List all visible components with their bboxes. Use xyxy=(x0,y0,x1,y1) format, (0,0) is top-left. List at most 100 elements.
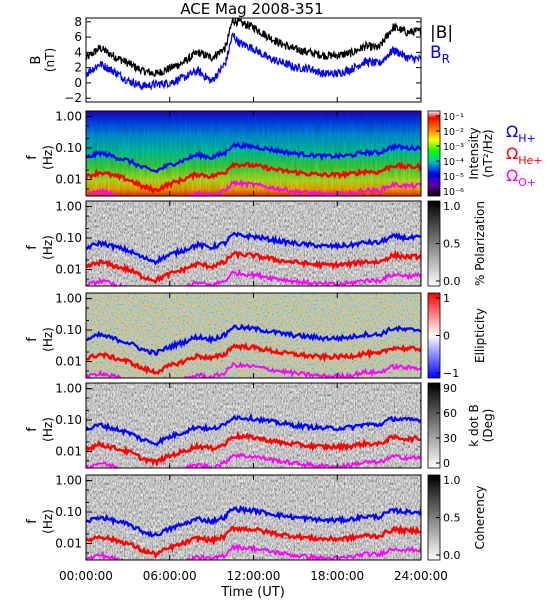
x-tick-label: 18:00:00 xyxy=(310,569,364,583)
panel-power-spectrum: 1.00 0.10 0.01 f (Hz) 10⁻¹ 10⁻² 10⁻³ 10⁻⁴ 10⁻⁵ 10⁻… xyxy=(25,110,495,198)
x-tick-label: 24:00:00 xyxy=(394,569,448,583)
colorbar-tick-label: −1 xyxy=(443,367,459,380)
colorbar-tick-label: 10⁻⁴ xyxy=(443,157,464,168)
colorbar-tick-label: 1.0 xyxy=(443,200,461,213)
colorbar-tick-label: 0 xyxy=(443,457,450,470)
colorbar-tick-label: 30 xyxy=(443,432,457,445)
colorbar-tick-label: 10⁻⁶ xyxy=(443,187,464,198)
x-tick-label: 00:00:00 xyxy=(59,569,113,583)
colorbar-label: k dot B xyxy=(467,404,481,446)
panel-polarization: 1.00 0.10 0.01 f (Hz) 1.0 0.5 0.0 % Polarization xyxy=(25,200,487,288)
gyrofrequency-h-plus-line xyxy=(86,323,421,356)
gyrofrequency-h-plus-line xyxy=(86,504,421,538)
y-axis-unit: (Hz) xyxy=(41,509,55,534)
y-tick-label: 1.00 xyxy=(55,382,82,396)
colorbar-tick-label: 10⁻⁵ xyxy=(443,172,464,183)
colorbar-tick-label: 10⁻¹ xyxy=(443,112,464,123)
x-tick-label: 12:00:00 xyxy=(227,569,281,583)
y-tick-label: 1.00 xyxy=(55,110,82,124)
colorbar xyxy=(427,110,441,197)
colorbar-tick-label: 0.5 xyxy=(443,512,461,525)
panel-magnetic-field: −202 468 B (nT) |B| BR xyxy=(29,15,453,105)
colorbar-tick-label: 10⁻³ xyxy=(443,142,464,153)
gyrofrequency-he-plus-line xyxy=(86,342,421,376)
legend-b-radial: BR xyxy=(430,43,450,66)
y-axis-unit: (Hz) xyxy=(41,417,55,442)
gyrofrequency-h-plus-line xyxy=(86,231,421,266)
gyrofrequency-o-plus-line xyxy=(86,361,421,378)
y-tick-label: 0 xyxy=(74,76,82,90)
y-tick-label: 0.01 xyxy=(55,537,82,551)
y-tick-label: 1.00 xyxy=(55,200,82,214)
y-axis-label: f xyxy=(25,245,40,250)
gyrofrequency-he-plus-line xyxy=(86,523,421,560)
y-tick-label: 0.01 xyxy=(55,173,82,187)
colorbar-label: Intensity xyxy=(467,127,481,179)
series-b-magnitude xyxy=(86,18,421,77)
y-tick-label: 1.00 xyxy=(55,292,82,306)
colorbar-tick-label: 1.0 xyxy=(443,474,461,487)
gyrofrequency-o-plus-line xyxy=(86,179,421,196)
colorbar-tick-label: 60 xyxy=(443,407,457,420)
colorbar-label: Ellipticity xyxy=(473,308,487,363)
panel-ellipticity: 1.00 0.10 0.01 f (Hz) 1 0 −1 Ellipticity xyxy=(25,292,487,380)
colorbar-tick-label: 0 xyxy=(443,330,450,343)
y-tick-label: 0.10 xyxy=(55,323,82,337)
gyrofrequency-o-plus-line xyxy=(86,268,421,286)
colorbar-tick-label: 10⁻² xyxy=(443,127,464,138)
y-axis-unit: (Hz) xyxy=(41,235,55,260)
legend-b-magnitude: |B| xyxy=(430,23,453,43)
gyrofrequency-o-plus-line xyxy=(86,452,421,468)
y-tick-label: 2 xyxy=(74,61,82,75)
y-tick-label: −2 xyxy=(64,91,82,105)
y-tick-label: 0.10 xyxy=(55,505,82,519)
colorbar-tick-label: 0.0 xyxy=(443,275,461,288)
y-tick-label: 0.10 xyxy=(55,141,82,155)
gyrofrequency-h-plus-line xyxy=(86,412,421,447)
colorbar-label: % Polarization xyxy=(473,201,487,286)
colorbar-label: Coherency xyxy=(473,485,487,549)
parameter-map xyxy=(86,383,421,468)
chart-title: ACE Mag 2008-351 xyxy=(180,0,323,18)
x-axis: 00:00:00 06:00:00 12:00:00 18:00:00 24:00:00 xyxy=(59,569,448,583)
y-axis-label: f xyxy=(25,519,40,524)
colorbar-unit: (Deg) xyxy=(481,409,495,443)
series-b-radial xyxy=(86,32,421,91)
panel-coherency: 1.00 0.10 0.01 f (Hz) 1.0 0.5 0.0 Coherency xyxy=(25,474,487,562)
y-axis-label: B xyxy=(29,56,44,65)
y-axis-label: f xyxy=(25,155,40,160)
gyrofrequency-h-plus-line xyxy=(86,141,421,174)
colorbar-tick-label: 0.5 xyxy=(443,238,461,251)
y-axis-label: f xyxy=(25,337,40,342)
y-tick-label: 0.10 xyxy=(55,231,82,245)
x-axis-label: Time (UT) xyxy=(220,585,285,600)
panel-k-dot-b: 1.00 0.10 0.01 f (Hz) 90 60 30 0 k dot B (Deg) xyxy=(25,382,495,470)
gyrofrequency-he-plus-line xyxy=(86,249,421,285)
y-tick-label: 6 xyxy=(74,30,82,44)
gyrofrequency-legend: ΩH+ΩHe+ΩO+ xyxy=(506,122,543,189)
y-tick-label: 8 xyxy=(74,15,82,29)
x-tick-label: 06:00:00 xyxy=(143,569,197,583)
y-axis-label: f xyxy=(25,427,40,432)
spectral-panels: 1.000.100.01f (Hz)10⁻¹10⁻²10⁻³10⁻⁴10⁻⁵10⁻… xyxy=(25,110,543,562)
y-tick-label: 4 xyxy=(74,45,82,59)
legend-omega-he-plus: ΩHe+ xyxy=(506,144,543,167)
y-tick-label: 0.01 xyxy=(55,263,82,277)
colorbar-tick-label: 0.0 xyxy=(443,549,461,562)
y-tick-label: 0.01 xyxy=(55,355,82,369)
legend-omega-o-plus: ΩO+ xyxy=(506,166,536,189)
legend-omega-h-plus: ΩH+ xyxy=(506,122,536,145)
colorbar-tick-label: 1 xyxy=(443,292,450,305)
gyrofrequency-he-plus-line xyxy=(86,430,421,468)
y-axis-unit: (nT) xyxy=(43,48,57,72)
colorbar-tick-label: 90 xyxy=(443,382,457,395)
gyrofrequency-he-plus-line xyxy=(86,160,421,194)
y-axis-unit: (Hz) xyxy=(41,327,55,352)
y-axis-unit: (Hz) xyxy=(41,145,55,170)
y-tick-label: 1.00 xyxy=(55,474,82,488)
colorbar xyxy=(427,382,441,469)
colorbar-unit: (nT²/Hz) xyxy=(481,129,495,177)
y-tick-label: 0.10 xyxy=(55,413,82,427)
y-tick-label: 0.01 xyxy=(55,445,82,459)
